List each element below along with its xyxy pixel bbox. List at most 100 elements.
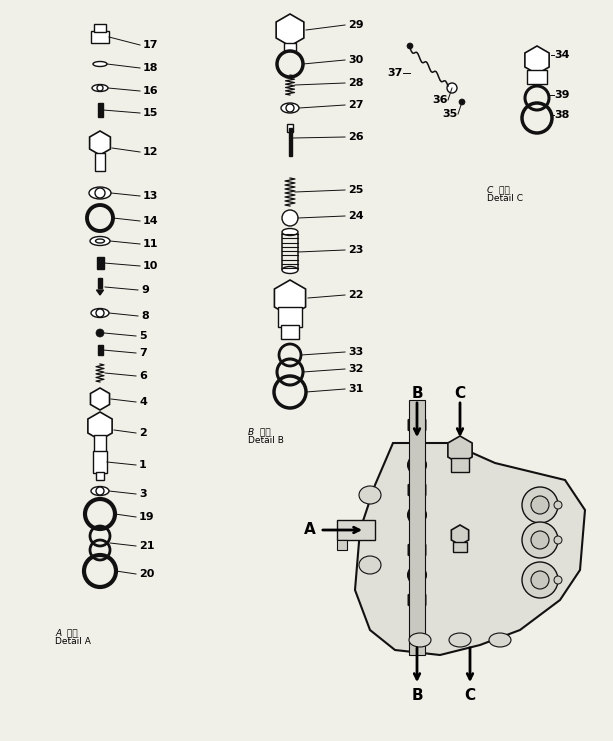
Bar: [95, 153, 105, 171]
Text: 9: 9: [141, 285, 149, 295]
Bar: [289, 128, 292, 156]
Circle shape: [531, 571, 549, 589]
Ellipse shape: [93, 62, 107, 67]
Ellipse shape: [359, 556, 381, 574]
Text: 31: 31: [348, 384, 364, 394]
Bar: [451, 458, 469, 472]
Text: C: C: [465, 688, 476, 702]
Bar: [96, 472, 104, 480]
Text: 20: 20: [139, 569, 154, 579]
Text: Detail A: Detail A: [55, 637, 91, 646]
Ellipse shape: [96, 239, 104, 243]
Text: 8: 8: [141, 311, 149, 321]
Ellipse shape: [92, 84, 108, 91]
Text: 21: 21: [139, 541, 154, 551]
Polygon shape: [88, 412, 112, 440]
Polygon shape: [448, 436, 472, 464]
Text: 30: 30: [348, 55, 364, 65]
Text: 39: 39: [554, 90, 569, 100]
Polygon shape: [276, 14, 304, 46]
Ellipse shape: [282, 228, 298, 236]
Text: 3: 3: [139, 489, 147, 499]
Polygon shape: [525, 46, 549, 74]
Bar: [284, 43, 296, 51]
Text: 10: 10: [143, 261, 158, 271]
Text: C: C: [454, 385, 465, 400]
Circle shape: [522, 562, 558, 598]
Ellipse shape: [91, 308, 109, 317]
Polygon shape: [275, 280, 306, 316]
Text: Detail C: Detail C: [487, 194, 523, 203]
Bar: [97, 345, 102, 355]
Circle shape: [282, 210, 298, 226]
Text: 13: 13: [143, 191, 158, 201]
Text: 17: 17: [143, 40, 159, 50]
Text: 33: 33: [348, 347, 364, 357]
Circle shape: [554, 576, 562, 584]
Text: A  詳細: A 詳細: [55, 628, 78, 637]
Text: 25: 25: [348, 185, 364, 195]
Text: 28: 28: [348, 78, 364, 88]
Text: 6: 6: [139, 371, 147, 381]
Bar: [94, 24, 106, 32]
Text: 5: 5: [139, 331, 147, 341]
Polygon shape: [408, 415, 425, 435]
Ellipse shape: [489, 633, 511, 647]
Text: 2: 2: [139, 428, 147, 438]
Text: 36: 36: [433, 95, 448, 105]
Text: 12: 12: [143, 147, 159, 157]
Text: B  詳細: B 詳細: [248, 427, 270, 436]
Polygon shape: [91, 388, 110, 410]
Bar: [97, 103, 102, 117]
Circle shape: [554, 536, 562, 544]
Bar: [282, 234, 298, 269]
Text: 14: 14: [143, 216, 159, 226]
Circle shape: [459, 99, 465, 105]
Circle shape: [96, 329, 104, 337]
Text: 11: 11: [143, 239, 159, 249]
Bar: [93, 451, 107, 473]
Text: 34: 34: [554, 50, 569, 60]
FancyArrow shape: [96, 290, 104, 295]
Bar: [281, 325, 299, 339]
Circle shape: [554, 501, 562, 509]
Bar: [527, 70, 547, 84]
Text: 19: 19: [139, 512, 154, 522]
Text: A: A: [304, 522, 316, 537]
Text: 27: 27: [348, 100, 364, 110]
Text: B: B: [411, 385, 423, 400]
Ellipse shape: [90, 236, 110, 245]
Ellipse shape: [91, 487, 109, 496]
Circle shape: [96, 487, 104, 495]
Ellipse shape: [409, 633, 431, 647]
Text: 37: 37: [387, 68, 403, 78]
Ellipse shape: [281, 103, 299, 113]
Text: 29: 29: [348, 20, 364, 30]
Text: 32: 32: [348, 364, 364, 374]
Ellipse shape: [449, 633, 471, 647]
Bar: [409, 400, 425, 655]
Text: 35: 35: [443, 109, 458, 119]
Text: C  詳細: C 詳細: [487, 185, 510, 194]
Circle shape: [447, 83, 457, 93]
Circle shape: [95, 188, 105, 198]
Text: 16: 16: [143, 86, 159, 96]
Text: 1: 1: [139, 460, 147, 470]
Text: 22: 22: [348, 290, 364, 300]
Text: 7: 7: [139, 348, 147, 358]
Bar: [337, 540, 347, 550]
Text: 18: 18: [143, 63, 159, 73]
Ellipse shape: [359, 486, 381, 504]
Polygon shape: [451, 525, 469, 545]
Bar: [98, 278, 102, 288]
Bar: [337, 520, 375, 540]
Circle shape: [531, 496, 549, 514]
Bar: [453, 542, 467, 552]
Text: 15: 15: [143, 108, 158, 118]
Text: 24: 24: [348, 211, 364, 221]
Polygon shape: [408, 480, 425, 500]
Circle shape: [286, 104, 294, 112]
Polygon shape: [408, 590, 425, 610]
Circle shape: [522, 522, 558, 558]
Bar: [278, 307, 302, 327]
